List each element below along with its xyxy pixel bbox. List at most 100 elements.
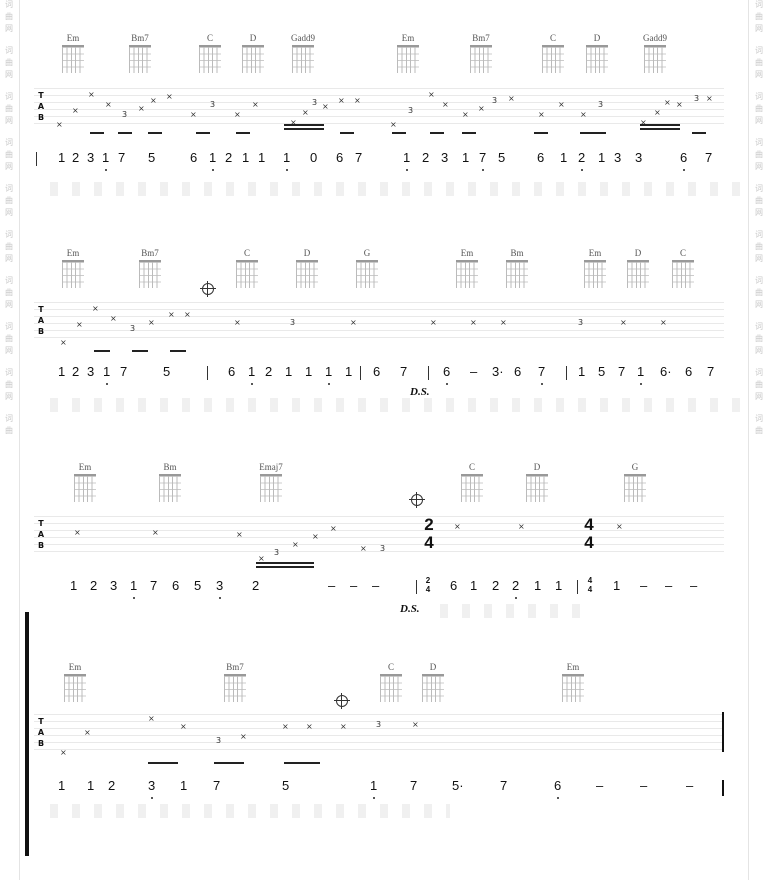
jianpu-note: 6 xyxy=(443,364,451,379)
chord-name: Gadd9 xyxy=(643,33,667,43)
octave-dot xyxy=(683,169,685,171)
tab-note: × xyxy=(110,314,117,323)
watermark-glyph: 曲 xyxy=(5,58,13,67)
chord-diagram: Bm7 xyxy=(220,662,250,714)
jianpu-note: 1 xyxy=(534,578,542,593)
chord-name: C xyxy=(468,462,475,472)
watermark-glyph: 曲 xyxy=(755,58,763,67)
octave-dot xyxy=(640,383,642,385)
chord-diagram: Em xyxy=(70,462,100,514)
chord-name: Bm7 xyxy=(131,33,149,43)
watermark-glyph: 词 xyxy=(755,414,763,423)
jianpu-note: 1 xyxy=(578,364,586,379)
octave-dot xyxy=(515,597,517,599)
barline xyxy=(577,580,578,594)
chord-name: Em xyxy=(460,248,474,258)
tab-note: 3 xyxy=(122,110,128,119)
jianpu-note: 7 xyxy=(538,364,546,379)
note-beam xyxy=(214,762,244,764)
jianpu-note: 1 xyxy=(58,778,66,793)
tab-note: × xyxy=(338,96,345,105)
chord-grid xyxy=(129,45,151,73)
watermark-glyph: 曲 xyxy=(755,12,763,21)
watermark-glyph: 曲 xyxy=(5,12,13,21)
tab-note: × xyxy=(138,104,145,113)
tab-note: × xyxy=(660,318,667,327)
tab-clef-t: T xyxy=(38,519,44,528)
tab-note: × xyxy=(168,310,175,319)
jianpu-note: 6 xyxy=(554,778,562,793)
chord-grid xyxy=(672,260,694,288)
chord-diagram: C xyxy=(538,33,568,85)
jianpu-note: 7 xyxy=(118,150,126,165)
octave-dot xyxy=(105,169,107,171)
octave-dot xyxy=(251,383,253,385)
tab-note: × xyxy=(676,100,683,109)
chord-diagram: D xyxy=(522,462,552,514)
barline xyxy=(566,366,567,380)
jianpu-note: 2 xyxy=(225,150,233,165)
tab-note: × xyxy=(290,118,297,127)
faint-lyrics xyxy=(440,604,590,618)
jianpu-note: 2 xyxy=(492,578,500,593)
chord-diagram: Em xyxy=(393,33,423,85)
note-beam xyxy=(170,350,186,352)
tab-note: 3 xyxy=(376,720,382,729)
jianpu-note: 2 xyxy=(72,364,80,379)
watermark-glyph: 曲 xyxy=(755,150,763,159)
chord-diagram: G xyxy=(620,462,650,514)
tab-note: × xyxy=(558,100,565,109)
watermark-glyph: 网 xyxy=(755,300,763,309)
jianpu-note: 1 xyxy=(58,364,66,379)
barline xyxy=(416,580,417,594)
tab-note: × xyxy=(412,720,419,729)
chord-diagram: Em xyxy=(58,33,88,85)
tab-note: × xyxy=(340,722,347,731)
chord-grid xyxy=(584,260,606,288)
octave-dot xyxy=(151,797,153,799)
chord-name: D xyxy=(303,248,311,258)
jianpu-note: 7 xyxy=(705,150,713,165)
jianpu-note: 1 xyxy=(70,578,78,593)
time-signature-top: 2 xyxy=(424,515,434,534)
jianpu-note: 7 xyxy=(500,778,508,793)
time-signature-small: 2 4 xyxy=(424,576,432,594)
watermark-glyph: 词 xyxy=(755,276,763,285)
time-signature-top: 4 xyxy=(587,576,593,585)
watermark-glyph: 网 xyxy=(5,300,13,309)
barline xyxy=(360,366,361,380)
jianpu-note: 1 xyxy=(403,150,411,165)
watermark-glyph: 曲 xyxy=(755,104,763,113)
jianpu-note: 1 xyxy=(242,150,250,165)
watermark-glyph: 词 xyxy=(755,322,763,331)
chord-diagram: C xyxy=(457,462,487,514)
left-margin-line xyxy=(19,0,20,880)
tab-clef-t: T xyxy=(38,305,44,314)
chord-grid xyxy=(260,474,282,502)
tab-note: 3 xyxy=(598,100,604,109)
note-beam xyxy=(640,128,680,130)
chord-grid xyxy=(199,45,221,73)
jianpu-note: – xyxy=(665,578,673,593)
chord-grid xyxy=(296,260,318,288)
tab-note: × xyxy=(60,748,67,757)
tab-clef: T A B xyxy=(36,716,46,749)
jianpu-note: 7 xyxy=(410,778,418,793)
chord-grid xyxy=(64,674,86,702)
tab-note: × xyxy=(354,96,361,105)
jianpu-note: – xyxy=(372,578,380,593)
tab-note: × xyxy=(580,110,587,119)
watermark-glyph: 词 xyxy=(5,0,13,9)
tab-note: × xyxy=(240,732,247,741)
tab-note: × xyxy=(430,318,437,327)
chord-grid xyxy=(62,260,84,288)
jianpu-note: 6 xyxy=(680,150,688,165)
tab-note: × xyxy=(500,318,507,327)
chord-grid xyxy=(470,45,492,73)
tab-note: 3 xyxy=(210,100,216,109)
jianpu-note: 6 xyxy=(172,578,180,593)
note-beam xyxy=(430,132,444,134)
tab-note: × xyxy=(518,522,525,531)
chord-name: C xyxy=(243,248,250,258)
watermark-glyph: 网 xyxy=(5,24,13,33)
